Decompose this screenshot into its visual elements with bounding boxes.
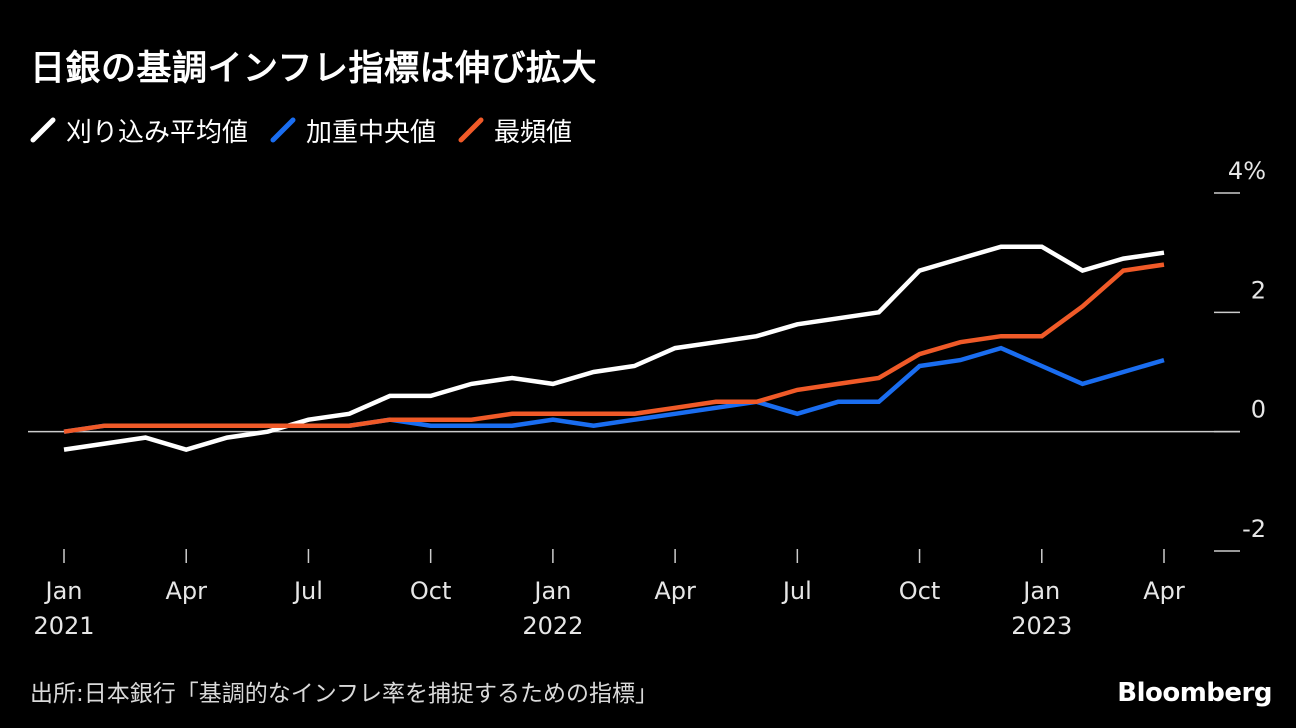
legend-swatch-icon [30, 117, 56, 143]
legend-label: 刈り込み平均値 [66, 117, 249, 148]
x-tick-label: Apr [654, 577, 696, 605]
bloomberg-logo: Bloomberg [1117, 678, 1272, 708]
x-tick-label: Jan [44, 577, 83, 605]
x-tick-label: Oct [410, 577, 452, 605]
x-tick-label: Jul [292, 577, 323, 605]
x-year-label: 2022 [522, 612, 583, 640]
y-tick-label: -2 [1242, 515, 1266, 543]
series-line-1 [63, 244, 1165, 452]
chart-title: 日銀の基調インフレ指標は伸び拡大 [30, 49, 597, 89]
x-tick-label: Jan [1021, 577, 1060, 605]
legend-swatch-icon [270, 117, 296, 143]
legend-label: 加重中央値 [306, 117, 437, 148]
y-tick-label: 2 [1251, 276, 1266, 304]
x-year-label: 2021 [33, 612, 94, 640]
y-tick-label: 0 [1251, 396, 1266, 424]
y-tick-label: 4% [1228, 157, 1266, 185]
chart-legend: 刈り込み平均値 加重中央値 最頻値 [30, 112, 594, 148]
source-note: 出所:日本銀行「基調的なインフレ率を捕捉するための指標」 [30, 681, 659, 707]
legend-label: 最頻値 [494, 117, 573, 148]
x-tick-label: Jul [781, 577, 812, 605]
legend-item-3: 最頻値 [458, 112, 572, 149]
x-tick-label: Apr [1143, 577, 1185, 605]
legend-item-1: 刈り込み平均値 [30, 112, 248, 149]
legend-item-2: 加重中央値 [270, 112, 436, 149]
x-tick-label: Oct [899, 577, 941, 605]
series-line-3 [63, 262, 1165, 434]
x-tick-label: Jan [532, 577, 571, 605]
x-tick-label: Apr [165, 577, 207, 605]
x-year-label: 2023 [1011, 612, 1072, 640]
series-line-2 [63, 345, 1165, 434]
legend-swatch-icon [458, 117, 484, 143]
